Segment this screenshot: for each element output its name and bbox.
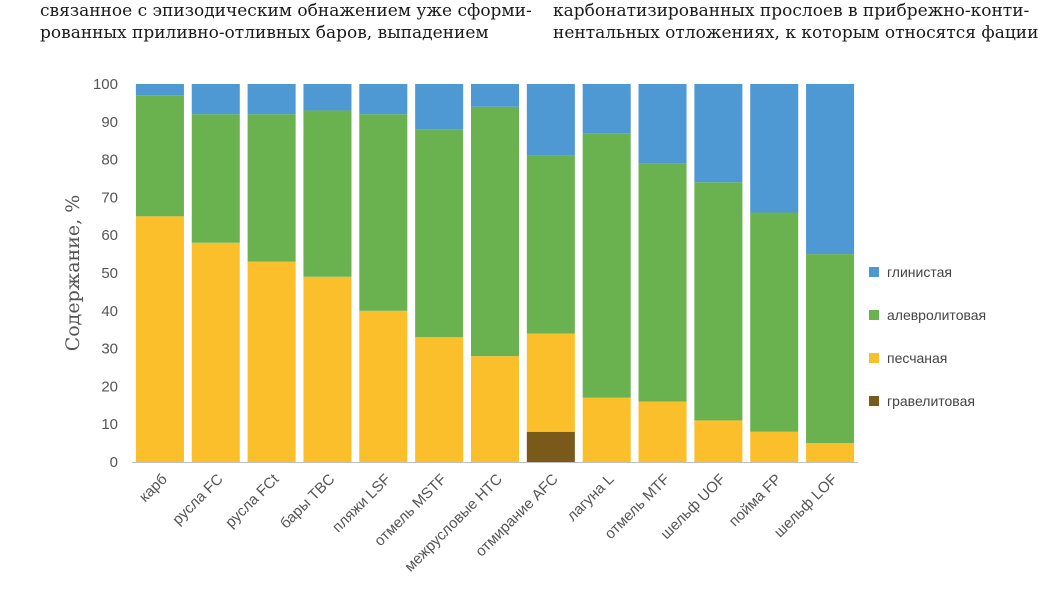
bar-segment: [470, 356, 520, 462]
bar-segment: [359, 114, 408, 311]
y-tick-label: 0: [110, 454, 118, 471]
bar-segment: [582, 133, 631, 398]
bar-segment: [526, 155, 575, 334]
bar-segment: [526, 84, 575, 156]
text-line: рованных приливно-отливных баров, выпаде…: [40, 23, 489, 43]
y-tick-label: 90: [101, 114, 118, 131]
x-tick-label: пойма FP: [726, 471, 785, 530]
bar-segment: [526, 333, 575, 432]
y-tick-label: 10: [101, 416, 118, 433]
bar-segment: [359, 84, 408, 115]
y-tick-label: 100: [93, 76, 118, 93]
x-tick-label: карб: [136, 471, 171, 506]
body-text-left-column: связанное с эпизодическим обнажением уже…: [40, 0, 532, 44]
bar-segment: [750, 84, 799, 213]
bar-segment: [191, 114, 240, 243]
legend-label: глинистая: [887, 264, 952, 280]
bar-segment: [135, 216, 184, 462]
y-axis-label: Содержание, %: [62, 195, 84, 352]
bar-segment: [135, 84, 184, 96]
legend-swatch: [869, 310, 879, 320]
y-tick-label: 20: [101, 378, 118, 395]
text-line: нентальных отложениях, к которым относят…: [553, 23, 1039, 43]
text-line: карбонатизированных прослоев в прибрежно…: [553, 1, 1030, 21]
bar-segment: [247, 261, 296, 462]
text-line: связанное с эпизодическим обнажением уже…: [40, 1, 532, 21]
bar-segment: [247, 84, 296, 115]
legend-swatch: [869, 267, 879, 277]
y-tick-label: 80: [101, 152, 118, 169]
x-tick-label: межрусловые HTC: [401, 471, 506, 576]
bar-segment: [750, 431, 799, 462]
bar-segment: [303, 84, 352, 111]
x-tick-label: русла FCt: [222, 470, 283, 531]
bar-segment: [582, 397, 631, 462]
bar-segment: [303, 276, 352, 462]
bar-segment: [191, 242, 240, 462]
bar-segment: [470, 106, 520, 357]
legend-swatch: [869, 396, 879, 406]
bar-segment: [526, 431, 575, 462]
y-tick-label: 70: [101, 189, 118, 206]
bar-segment: [470, 84, 520, 107]
legend-label: гравелитовая: [887, 393, 975, 409]
legend-swatch: [869, 353, 879, 363]
bar-segment: [806, 443, 855, 462]
bar-segment: [191, 84, 240, 115]
bar-segment: [582, 84, 631, 134]
legend-label: песчаная: [887, 350, 947, 366]
bar-segment: [694, 182, 743, 421]
bar-segment: [415, 337, 464, 462]
bar-segment: [750, 212, 799, 432]
bar-segment: [415, 84, 464, 130]
bar-segment: [694, 84, 743, 183]
bar-segment: [638, 163, 687, 402]
y-tick-label: 60: [101, 227, 118, 244]
legend-label: алевролитовая: [887, 307, 986, 323]
bar-segment: [638, 84, 687, 164]
bar-segment: [359, 310, 408, 462]
y-tick-label: 50: [101, 265, 118, 282]
bar-segment: [303, 110, 352, 277]
bar-segment: [415, 129, 464, 338]
bar-segment: [247, 114, 296, 262]
x-tick-label: русла FC: [169, 471, 227, 529]
bar-segment: [638, 401, 687, 462]
bar-segment: [135, 95, 184, 217]
x-tick-label: лагуна L: [564, 471, 618, 525]
bar-segment: [694, 420, 743, 462]
bar-segment: [806, 254, 855, 444]
body-text-right-column: карбонатизированных прослоев в прибрежно…: [553, 0, 1038, 44]
y-tick-label: 30: [101, 341, 118, 358]
y-tick-label: 40: [101, 303, 118, 320]
bar-segment: [806, 84, 855, 255]
